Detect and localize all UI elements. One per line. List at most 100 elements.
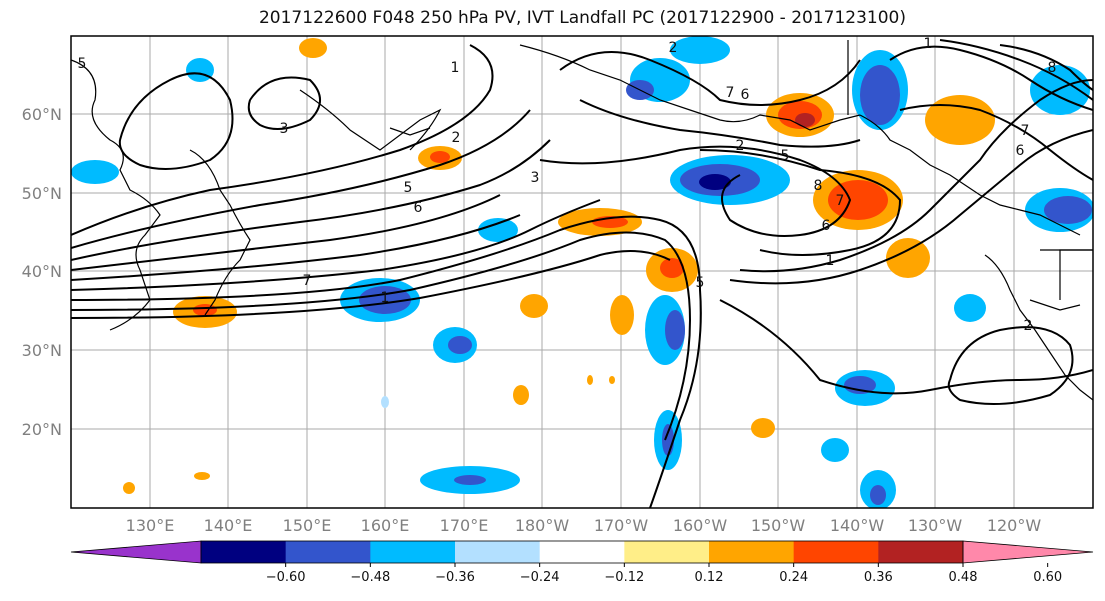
- colorbar-tick-label: −0.24: [520, 570, 560, 585]
- colorbar-extend-low: [70, 540, 202, 564]
- lon-tick-label: 140°W: [830, 516, 885, 535]
- lon-tick-label: 140°E: [204, 516, 253, 535]
- negative-pv-anomaly: [670, 36, 730, 64]
- colorbar-tick-label: 0.60: [1033, 570, 1062, 585]
- colorbar-tick-label: 0.36: [864, 570, 893, 585]
- contour-label: 6: [1016, 143, 1025, 159]
- lon-tick-label: 150°W: [751, 516, 806, 535]
- negative-pv-anomaly: [381, 396, 389, 408]
- colorbar-segment: [878, 541, 964, 563]
- colorbar-tick-label: −0.60: [266, 570, 306, 585]
- map-frame: [70, 35, 1094, 509]
- positive-pv-anomaly: [513, 385, 529, 405]
- negative-pv-anomaly: [662, 424, 674, 456]
- contour-label: 3: [280, 121, 289, 137]
- colorbar-tick-label: −0.12: [604, 570, 644, 585]
- negative-pv-anomaly: [478, 218, 518, 242]
- contour-label: 8: [814, 178, 823, 194]
- lat-tick-label: 50°N: [22, 184, 62, 203]
- colorbar-segment: [539, 541, 625, 563]
- latitude-axis: 60°N 50°N 40°N 30°N 20°N: [22, 105, 62, 439]
- positive-pv-anomaly: [520, 294, 548, 318]
- positive-pv-anomaly: [299, 38, 327, 58]
- colorbar-extend-high: [962, 540, 1094, 564]
- contour-label: 6: [414, 200, 423, 216]
- contour-label: 2: [452, 130, 461, 146]
- negative-pv-anomaly: [1030, 65, 1090, 115]
- positive-pv-anomaly: [751, 418, 775, 438]
- contour-label: 2: [736, 138, 745, 154]
- positive-pv-anomaly: [610, 295, 634, 335]
- colorbar-outline: [200, 540, 964, 564]
- negative-pv-anomaly: [1044, 196, 1092, 224]
- positive-pv-anomaly: [886, 238, 930, 278]
- contour-label: 7: [1021, 123, 1030, 139]
- positive-pv-anomaly: [609, 376, 615, 384]
- contour-label: 6: [741, 87, 750, 103]
- lat-tick-label: 60°N: [22, 105, 62, 124]
- negative-pv-anomaly: [870, 485, 886, 505]
- lon-tick-label: 180°W: [515, 516, 570, 535]
- figure-title: 2017122600 F048 250 hPa PV, IVT Landfall…: [258, 8, 906, 28]
- colorbar-segment: [455, 541, 541, 563]
- colorbar-segment: [285, 541, 371, 563]
- negative-pv-anomaly: [454, 475, 486, 485]
- colorbar-segment: [709, 541, 795, 563]
- negative-pv-anomaly: [699, 174, 731, 190]
- contour-label: 1: [924, 36, 933, 52]
- negative-pv-anomaly: [954, 294, 986, 322]
- negative-pv-anomaly: [821, 438, 849, 462]
- lon-tick-label: 120°W: [987, 516, 1042, 535]
- positive-pv-anomaly: [587, 375, 593, 385]
- contour-label: 2: [1024, 318, 1033, 334]
- negative-pv-anomaly: [448, 336, 472, 354]
- colorbar-segment: [201, 541, 287, 563]
- colorbar-segment: [793, 541, 879, 563]
- lon-tick-label: 170°W: [594, 516, 649, 535]
- negative-pv-anomaly: [860, 65, 900, 125]
- lon-tick-label: 170°E: [440, 516, 489, 535]
- lon-tick-label: 130°E: [126, 516, 175, 535]
- colorbar-tick-label: −0.48: [350, 570, 390, 585]
- pv-anomaly-shading: [71, 36, 1093, 508]
- lat-tick-label: 30°N: [22, 341, 62, 360]
- contour-label: 2: [669, 40, 678, 56]
- positive-pv-anomaly: [123, 482, 135, 494]
- colorbar-segment: [370, 541, 456, 563]
- negative-pv-anomaly: [665, 310, 685, 350]
- positive-pv-anomaly: [795, 113, 815, 127]
- positive-pv-anomaly: [660, 258, 684, 278]
- contour-label: 7: [726, 85, 735, 101]
- negative-pv-anomaly: [186, 58, 214, 82]
- negative-pv-anomaly: [71, 160, 119, 184]
- positive-pv-anomaly: [430, 151, 450, 163]
- colorbar-tick-label: 0.48: [949, 570, 978, 585]
- contour-label: 5: [78, 56, 87, 72]
- contour-label: 7: [303, 273, 312, 289]
- colorbar-tick-label: −0.36: [435, 570, 475, 585]
- contour-lines: [71, 39, 1093, 508]
- lat-tick-label: 40°N: [22, 262, 62, 281]
- colorbar-tick-label: 0.24: [779, 570, 808, 585]
- lat-tick-label: 20°N: [22, 420, 62, 439]
- lon-tick-label: 150°E: [283, 516, 332, 535]
- longitude-axis: 130°E 140°E 150°E 160°E 170°E 180°W 170°W 160°W…: [126, 516, 1042, 535]
- contour-label: 3: [531, 170, 540, 186]
- contour-label: 1: [381, 290, 390, 306]
- colorbar: −0.60 −0.48 −0.36 −0.24 −0.12 0.12 0.24 0.36 0.4…: [70, 540, 1094, 585]
- contour-label: 8: [1048, 60, 1057, 76]
- lon-tick-label: 160°W: [673, 516, 728, 535]
- positive-pv-anomaly: [828, 180, 888, 220]
- coastlines: [71, 40, 1093, 401]
- colorbar-segment: [624, 541, 710, 563]
- positive-pv-anomaly: [194, 472, 210, 480]
- positive-pv-anomaly: [925, 95, 995, 145]
- lon-tick-label: 160°E: [361, 516, 410, 535]
- contour-label: 1: [826, 253, 835, 269]
- lon-tick-label: 130°W: [908, 516, 963, 535]
- contour-label: 6: [822, 218, 831, 234]
- contour-label: 1: [451, 60, 460, 76]
- colorbar-tick-label: 0.12: [695, 570, 724, 585]
